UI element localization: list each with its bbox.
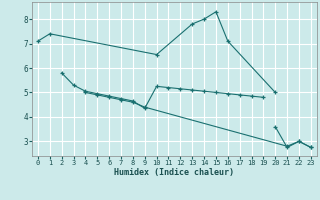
X-axis label: Humidex (Indice chaleur): Humidex (Indice chaleur) xyxy=(115,168,234,177)
